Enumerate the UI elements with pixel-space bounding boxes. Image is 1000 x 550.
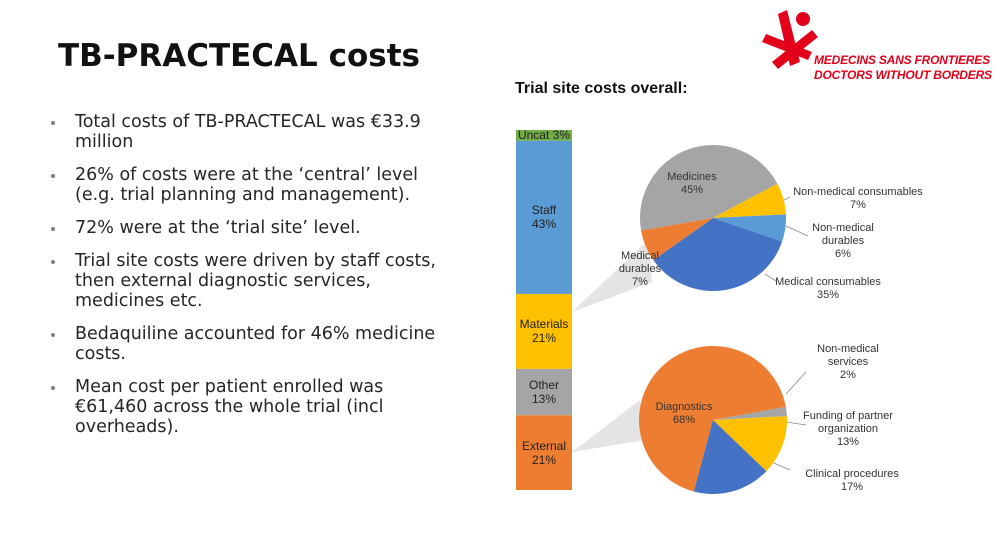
label-value: 43% <box>531 217 557 232</box>
label-value: 21% <box>531 452 557 467</box>
label-value: 45% <box>680 184 704 196</box>
label-value: 7% <box>850 199 866 211</box>
segment-label: Uncat 3% <box>516 128 572 142</box>
label-value: 13% <box>836 436 860 448</box>
label-name: External <box>521 438 567 453</box>
segment-label: Staff 43% <box>516 203 572 231</box>
data-label: Medical consumables 35% <box>775 276 881 302</box>
bar-segment <box>516 130 572 141</box>
zoom-leaders <box>572 240 652 452</box>
data-label: Non-medical consumables 7% <box>773 186 943 212</box>
label-name: Clinical procedures <box>805 468 899 480</box>
chart-title: Trial site costs overall: <box>515 80 688 97</box>
segment-label: Other 13% <box>516 378 572 406</box>
slide-title: TB-PRACTECAL costs <box>58 38 420 74</box>
label-value: 35% <box>816 289 840 301</box>
bullet: Total costs of TB-PRACTECAL was €33.9 mi… <box>48 112 453 152</box>
pie-slice <box>713 183 786 218</box>
label-name: Non-medical consumables <box>793 186 923 198</box>
data-label: Diagnostics 68% <box>656 401 713 427</box>
label-value: 13% <box>531 391 557 406</box>
pie-slice <box>713 214 786 242</box>
pie-slice <box>653 218 783 291</box>
bar-segment <box>516 368 572 416</box>
logo-text: DOCTORS WITHOUT BORDERS <box>814 68 992 82</box>
data-label: Medicines 45% <box>667 171 717 197</box>
label-name: Medical durables <box>618 250 662 275</box>
data-label: Funding of partner organization 13% <box>788 410 908 449</box>
pie-slice <box>641 218 713 261</box>
bar-segment <box>516 140 572 294</box>
label-name: Non-medical durables <box>812 222 874 247</box>
data-label: Clinical procedures 17% <box>805 468 899 494</box>
pie-slice <box>713 406 787 420</box>
label-value: 3% <box>552 128 571 143</box>
segment-label: External 21% <box>516 439 572 467</box>
label-name: Medicines <box>667 171 717 183</box>
label-name: Non-medical services <box>817 343 879 368</box>
logo-text: MEDECINS SANS FRONTIERES <box>814 53 990 67</box>
label-value: 68% <box>672 414 696 426</box>
label-name: Staff <box>531 203 557 218</box>
pie-slice <box>713 416 787 472</box>
bar-segment <box>516 415 572 490</box>
label-name: Medical consumables <box>775 276 881 288</box>
label-name: Materials <box>519 317 569 332</box>
segment-label: Materials 21% <box>516 317 572 345</box>
data-label: Non-medical services 2% <box>808 343 888 382</box>
label-name: Other <box>528 377 559 392</box>
label-value: 6% <box>835 248 851 260</box>
bullet: Mean cost per patient enrolled was €61,4… <box>48 377 453 437</box>
bullet: Trial site costs were driven by staff co… <box>48 251 453 311</box>
pie-slice <box>693 420 767 494</box>
label-value: 2% <box>840 369 856 381</box>
bar-segment <box>516 293 572 369</box>
label-name: Funding of partner organization <box>803 410 893 435</box>
bullet: Bedaquiline accounted for 46% medicine c… <box>48 324 453 364</box>
label-name: Diagnostics <box>655 401 713 413</box>
label-value: 17% <box>840 481 864 493</box>
data-label: Medical durables 7% <box>610 250 670 289</box>
data-label: Non-medical durables 6% <box>803 222 883 261</box>
bullet: 72% were at the ‘trial site’ level. <box>48 218 453 238</box>
pie-slice <box>639 345 786 492</box>
label-value: 21% <box>531 331 557 346</box>
bullet: 26% of costs were at the ‘central’ level… <box>48 165 453 205</box>
label-name: Uncat <box>517 128 550 143</box>
pie-slice <box>639 144 778 231</box>
msf-logo-figure <box>762 10 818 69</box>
bullet-list: Total costs of TB-PRACTECAL was €33.9 mi… <box>48 112 453 450</box>
label-value: 7% <box>632 276 648 288</box>
